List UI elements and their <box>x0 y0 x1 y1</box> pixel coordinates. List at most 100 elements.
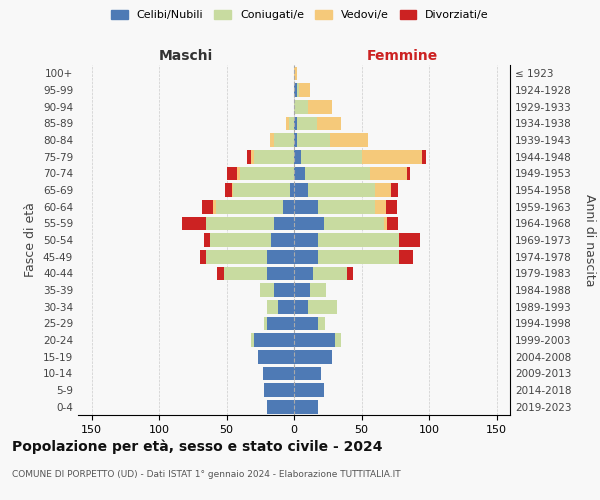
Bar <box>206 216 274 230</box>
Bar <box>224 266 267 280</box>
Bar <box>385 216 387 230</box>
Bar <box>267 250 294 264</box>
Bar <box>319 316 325 330</box>
Bar <box>265 383 294 397</box>
Bar <box>274 283 294 297</box>
Bar <box>274 133 294 147</box>
Bar <box>294 150 301 164</box>
Bar <box>301 150 361 164</box>
Bar <box>324 216 385 230</box>
Bar <box>313 266 347 280</box>
Bar <box>294 116 296 130</box>
Bar <box>294 400 319 413</box>
Bar <box>217 266 224 280</box>
Bar <box>267 316 294 330</box>
Bar <box>319 250 400 264</box>
Bar <box>361 150 422 164</box>
Bar <box>290 183 294 197</box>
Bar <box>247 150 251 164</box>
Bar <box>271 233 294 247</box>
Bar <box>213 200 216 213</box>
Text: Popolazione per età, sesso e stato civile - 2024: Popolazione per età, sesso e stato civil… <box>12 440 383 454</box>
Bar <box>254 333 294 347</box>
Bar <box>263 366 294 380</box>
Bar <box>294 100 308 114</box>
Bar <box>216 200 283 213</box>
Bar <box>335 333 341 347</box>
Bar <box>294 66 296 80</box>
Bar <box>305 166 370 180</box>
Bar <box>199 250 206 264</box>
Bar <box>211 233 271 247</box>
Legend: Celibi/Nubili, Coniugati/e, Vedovi/e, Divorziati/e: Celibi/Nubili, Coniugati/e, Vedovi/e, Di… <box>107 6 493 25</box>
Bar <box>317 116 341 130</box>
Bar <box>251 150 254 164</box>
Bar <box>206 250 267 264</box>
Bar <box>294 200 319 213</box>
Bar <box>203 233 210 247</box>
Bar <box>294 250 319 264</box>
Text: Femmine: Femmine <box>367 48 437 62</box>
Text: Maschi: Maschi <box>159 48 213 62</box>
Bar <box>294 300 308 314</box>
Bar <box>225 183 232 197</box>
Bar <box>267 300 278 314</box>
Bar <box>294 383 324 397</box>
Bar <box>283 200 294 213</box>
Bar <box>375 200 386 213</box>
Bar <box>294 83 296 97</box>
Bar <box>274 216 294 230</box>
Bar <box>407 166 410 180</box>
Bar <box>270 133 274 147</box>
Bar <box>370 166 407 180</box>
Bar <box>254 150 294 164</box>
Bar <box>347 266 353 280</box>
Bar <box>294 316 319 330</box>
Bar <box>310 283 326 297</box>
Bar <box>319 233 400 247</box>
Bar <box>202 200 213 213</box>
Bar <box>299 83 310 97</box>
Bar <box>294 333 335 347</box>
Bar <box>240 166 294 180</box>
Bar <box>308 100 332 114</box>
Bar <box>296 116 317 130</box>
Bar <box>294 283 310 297</box>
Bar <box>294 266 313 280</box>
Bar <box>296 83 299 97</box>
Bar <box>400 250 413 264</box>
Bar <box>265 316 267 330</box>
Bar <box>422 150 426 164</box>
Bar <box>257 350 294 364</box>
Text: COMUNE DI PORPETTO (UD) - Dati ISTAT 1° gennaio 2024 - Elaborazione TUTTITALIA.I: COMUNE DI PORPETTO (UD) - Dati ISTAT 1° … <box>12 470 401 479</box>
Bar <box>278 300 294 314</box>
Bar <box>182 216 206 230</box>
Bar <box>375 183 391 197</box>
Bar <box>387 216 398 230</box>
Bar <box>319 200 375 213</box>
Y-axis label: Anni di nascita: Anni di nascita <box>583 194 596 286</box>
Bar <box>267 266 294 280</box>
Bar <box>294 183 308 197</box>
Bar <box>294 166 305 180</box>
Bar <box>289 116 294 130</box>
Bar <box>296 133 331 147</box>
Y-axis label: Fasce di età: Fasce di età <box>25 202 37 278</box>
Bar <box>233 183 290 197</box>
Bar <box>238 166 240 180</box>
Bar <box>391 183 398 197</box>
Bar <box>308 300 337 314</box>
Bar <box>386 200 397 213</box>
Bar <box>294 366 321 380</box>
Bar <box>232 183 233 197</box>
Bar <box>251 333 254 347</box>
Bar <box>294 233 319 247</box>
Bar <box>294 216 324 230</box>
Bar <box>227 166 238 180</box>
Bar <box>400 233 419 247</box>
Bar <box>294 350 332 364</box>
Bar <box>331 133 368 147</box>
Bar <box>286 116 289 130</box>
Bar <box>267 400 294 413</box>
Bar <box>260 283 274 297</box>
